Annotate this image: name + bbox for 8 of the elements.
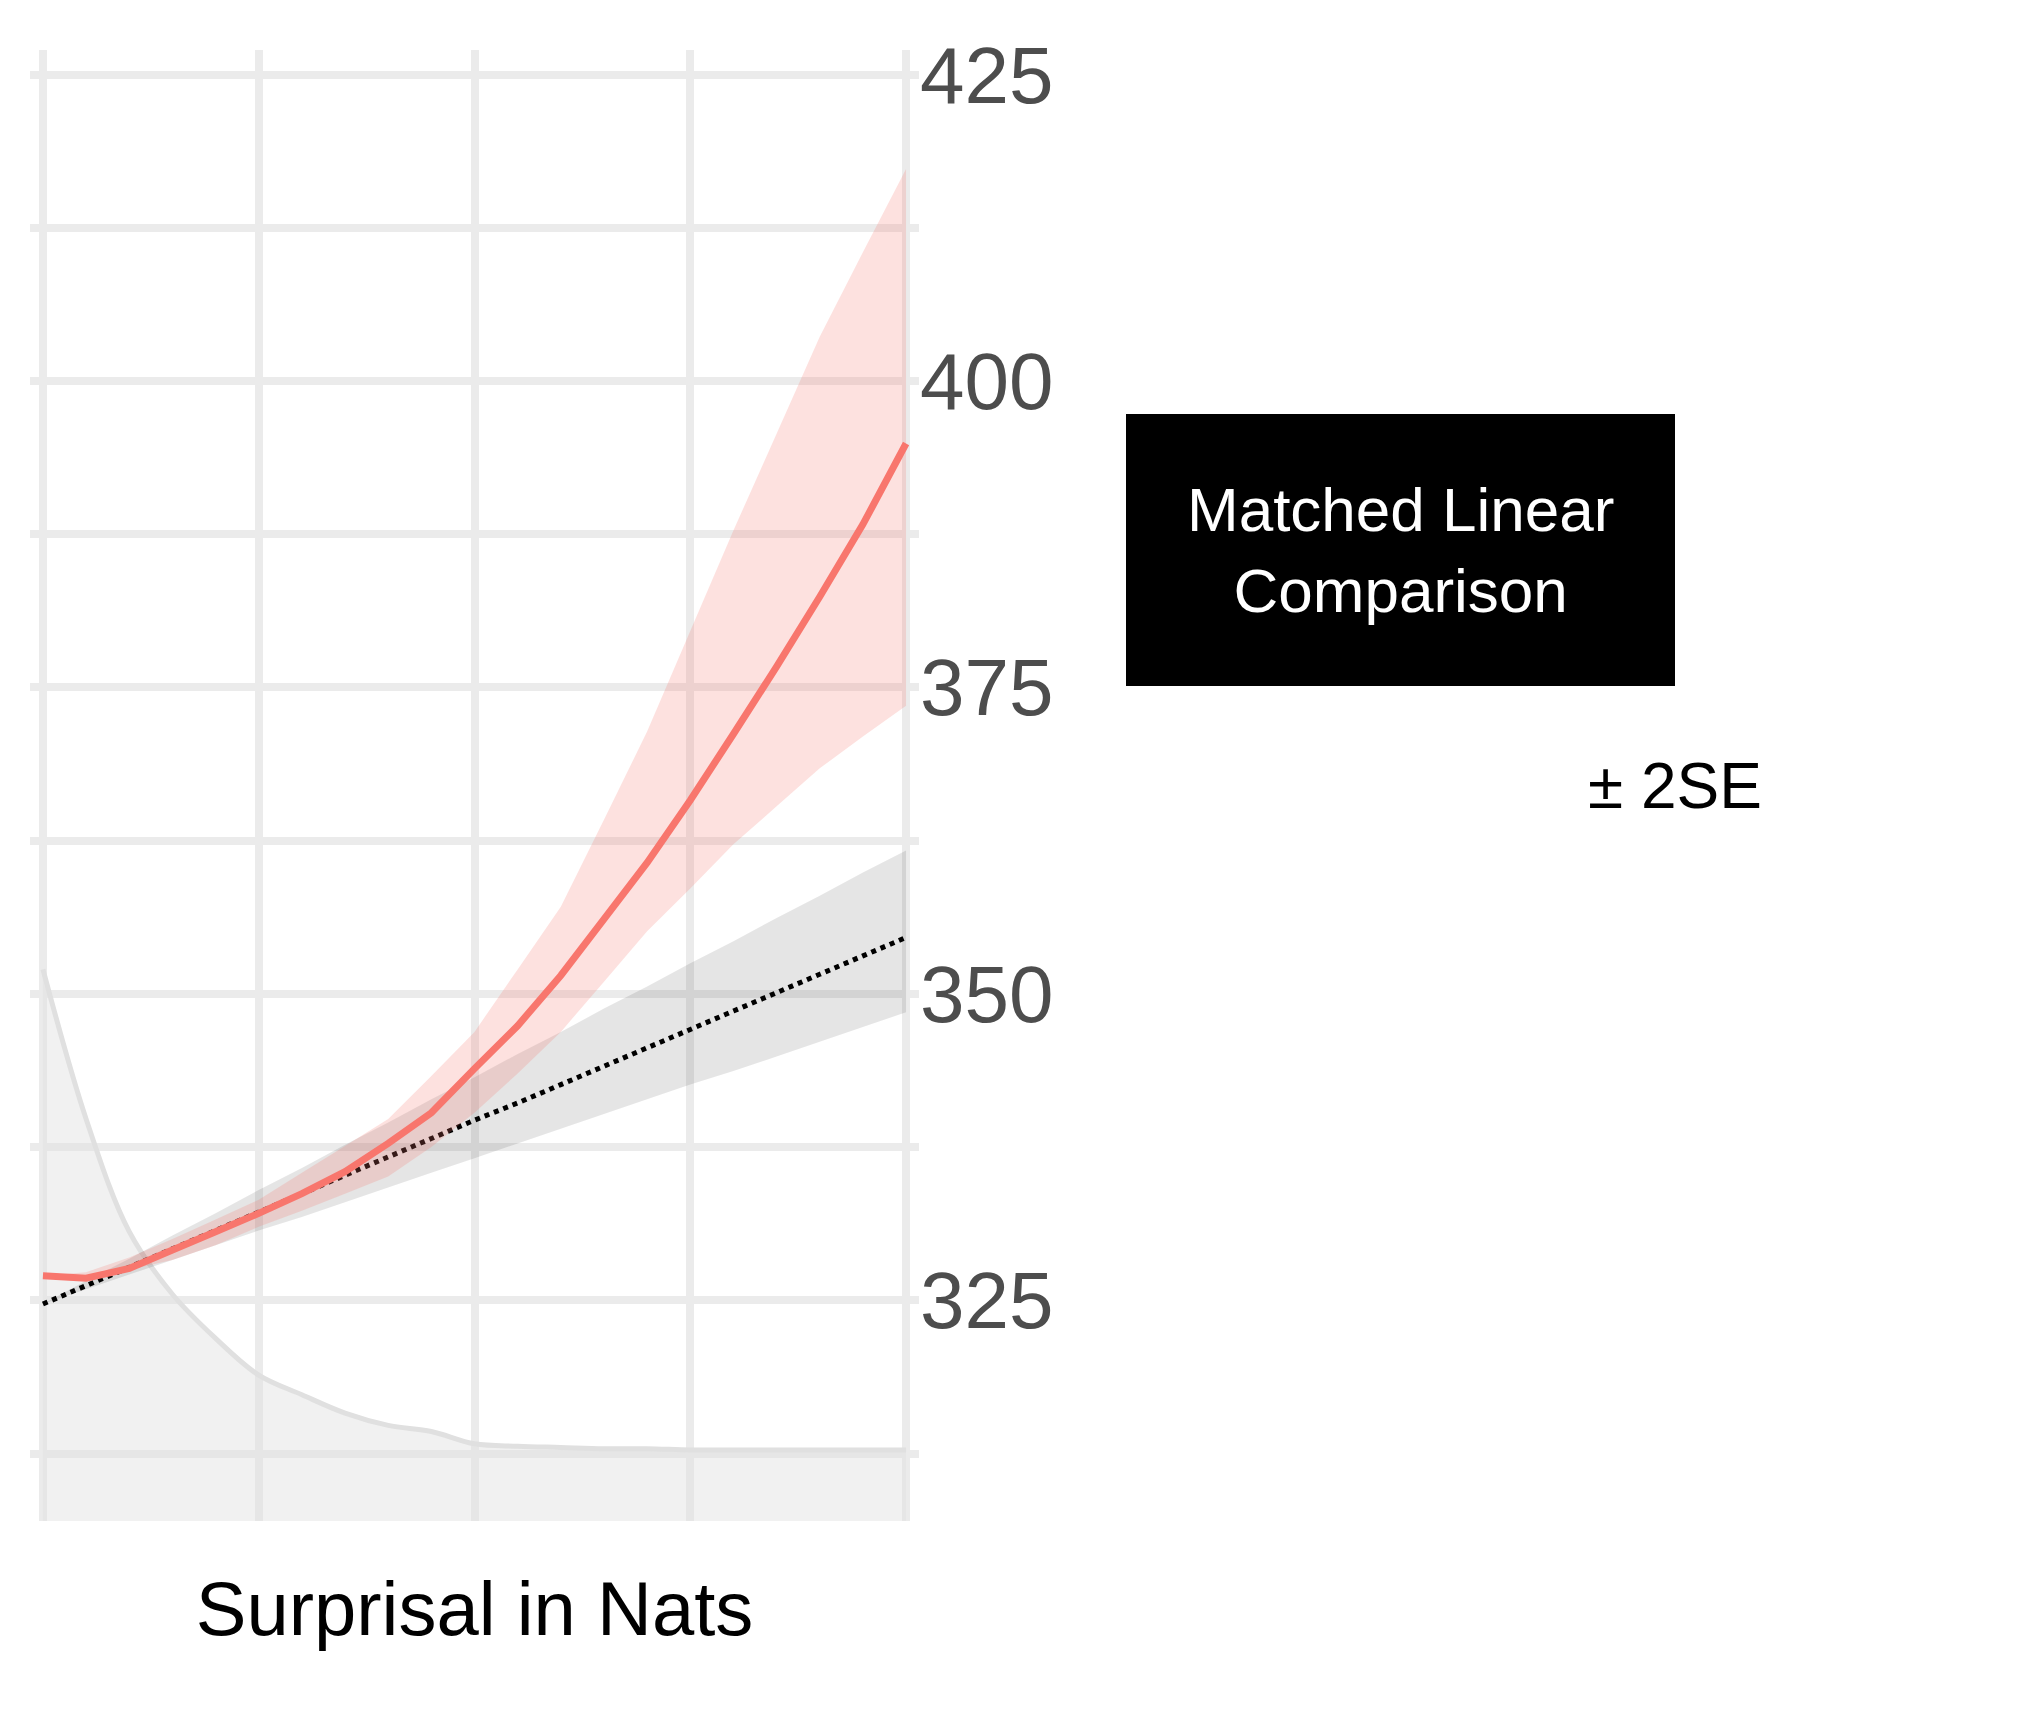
- y-tick-label: 400: [920, 336, 1054, 426]
- text: Matched Linear Comparison: [1187, 475, 1615, 625]
- y-tick-label: 425: [920, 30, 1054, 120]
- text: ± 2SE: [1588, 750, 1762, 822]
- y-tick-label: 325: [920, 1256, 1054, 1346]
- y-tick-label: 375: [920, 643, 1054, 733]
- x-axis-title: Surprisal in Nats: [195, 1565, 754, 1651]
- y-tick-label: 350: [920, 949, 1054, 1039]
